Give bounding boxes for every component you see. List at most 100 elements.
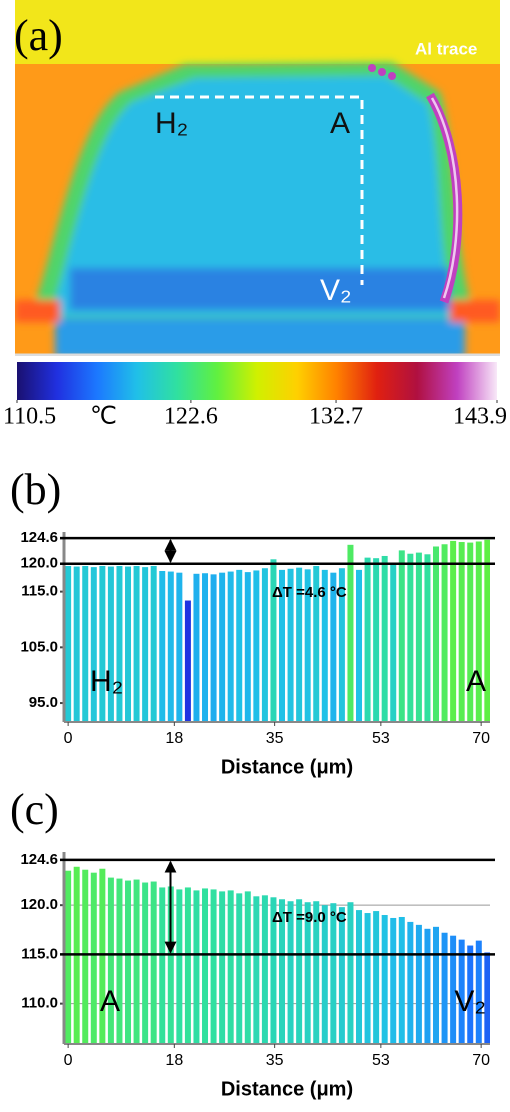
bar	[253, 570, 260, 722]
bar	[390, 917, 397, 1044]
bar	[116, 878, 123, 1044]
bar	[458, 939, 465, 1044]
bar	[356, 569, 363, 722]
bar	[261, 895, 268, 1044]
bar	[193, 890, 200, 1044]
bar	[244, 572, 251, 722]
bars	[65, 539, 490, 722]
bar	[356, 910, 363, 1044]
bar	[433, 546, 440, 722]
bar	[279, 899, 286, 1044]
bar	[270, 559, 277, 722]
bar	[398, 550, 405, 722]
bar	[176, 889, 183, 1044]
bar	[219, 572, 226, 722]
bar	[150, 565, 157, 722]
bar	[330, 572, 337, 722]
bar	[321, 569, 328, 722]
corner-label: H₂	[90, 665, 123, 698]
bar	[450, 540, 457, 722]
bar	[364, 557, 371, 722]
bar	[279, 569, 286, 722]
x-tick-label: 35	[266, 1052, 284, 1069]
x-tick-label: 70	[472, 1052, 490, 1069]
y-tick-label: 124.6	[20, 851, 58, 868]
bar	[304, 569, 311, 722]
bar	[475, 940, 482, 1044]
bar	[159, 571, 166, 722]
bar	[287, 901, 294, 1044]
x-tick-label: 35	[266, 730, 284, 747]
bar	[467, 542, 474, 722]
bar	[236, 569, 243, 722]
delta-annotation: ΔT =9.0 °C	[272, 909, 347, 926]
bar	[253, 896, 260, 1044]
bar	[227, 571, 234, 722]
bar	[270, 897, 277, 1044]
bar	[193, 573, 200, 722]
y-tick-label: 120.0	[20, 896, 58, 913]
bar	[210, 889, 217, 1044]
bar	[347, 544, 354, 722]
annotation: H₂	[155, 107, 188, 140]
bar	[373, 558, 380, 722]
bar	[415, 552, 422, 722]
x-axis-label: Distance (μm)	[221, 756, 353, 778]
bar	[107, 877, 114, 1044]
bar	[125, 566, 132, 722]
y-tick-label: 95.0	[29, 694, 58, 711]
bar	[236, 893, 243, 1044]
bar	[484, 952, 490, 1044]
bar	[287, 568, 294, 722]
bar	[390, 562, 397, 722]
bar	[415, 924, 422, 1044]
bar	[261, 568, 268, 722]
y-tick-label: 105.0	[20, 638, 58, 655]
bar	[407, 553, 414, 722]
thermal-image	[15, 0, 500, 356]
bar	[441, 544, 448, 722]
bar	[407, 921, 414, 1044]
delta-annotation: ΔT =4.6 °C	[272, 584, 347, 601]
bar	[381, 555, 388, 722]
y-tick-label: 115.0	[21, 583, 58, 600]
x-tick-label: 18	[165, 730, 183, 747]
annotation: Al trace	[415, 39, 477, 58]
bar	[125, 880, 132, 1044]
bar	[219, 891, 226, 1044]
bar	[90, 872, 97, 1044]
x-tick-label: 18	[165, 1052, 183, 1069]
x-tick-label: 0	[64, 730, 73, 747]
y-tick-label: 115.0	[21, 945, 58, 962]
bar	[133, 879, 140, 1044]
bar	[484, 539, 490, 722]
annotation: V₂	[320, 274, 352, 307]
bar	[304, 902, 311, 1044]
bar	[107, 566, 114, 722]
bar	[99, 868, 106, 1044]
x-tick-label: 70	[472, 730, 490, 747]
bar	[296, 899, 303, 1044]
bar	[398, 916, 405, 1044]
bar	[321, 905, 328, 1044]
bar	[184, 600, 191, 722]
bar	[338, 907, 345, 1044]
bar	[65, 870, 72, 1044]
bar	[441, 932, 448, 1044]
y-tick-label: 110.0	[21, 995, 58, 1012]
colorbar-tick-label: 110.5	[3, 404, 56, 430]
y-tick-label: 124.6	[20, 529, 58, 546]
colorbar-tick-label: 143.9	[453, 404, 507, 430]
bar	[373, 911, 380, 1044]
bar	[133, 565, 140, 722]
bar	[65, 565, 72, 722]
x-axis-label: Distance (μm)	[221, 1078, 353, 1100]
x-tick-label: 53	[372, 730, 390, 747]
bar	[142, 567, 149, 722]
bar	[167, 571, 174, 722]
x-tick-label: 0	[64, 1052, 73, 1069]
bar	[202, 888, 209, 1044]
bar	[313, 565, 320, 722]
x-tick-label: 53	[372, 1052, 390, 1069]
